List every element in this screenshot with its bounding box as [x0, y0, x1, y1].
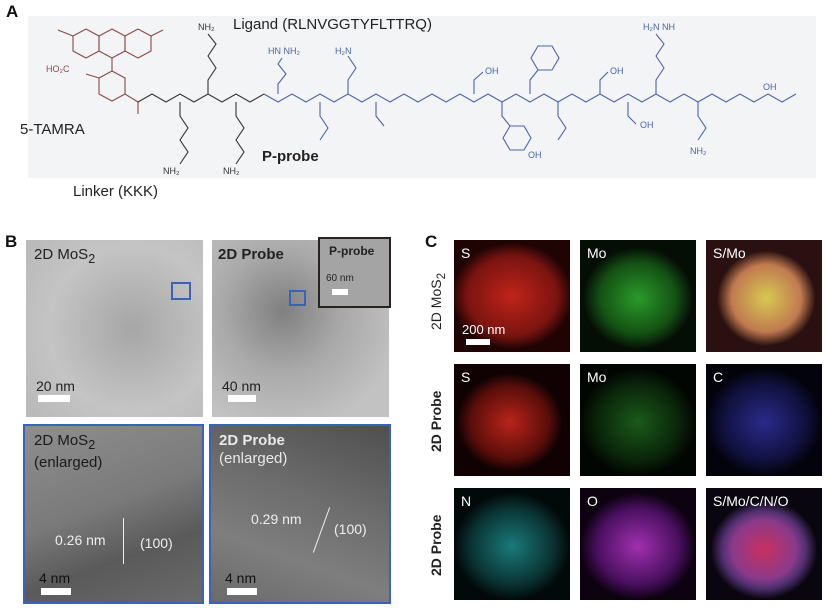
dye-label: 5-TAMRA: [20, 121, 85, 138]
element-label: Mo: [587, 369, 607, 385]
eds-map-n: N: [454, 488, 570, 600]
svg-text:OH: OH: [763, 82, 777, 92]
chemical-structure-panel: NH₂ NH₂ NH₂ HN NH₂ H₂N OH OH OH OH H₂N N…: [28, 16, 816, 178]
svg-text:OH: OH: [485, 66, 499, 76]
zoom-region-box: [171, 282, 191, 300]
inset-title: P-probe: [329, 244, 375, 258]
plane-label: (100): [140, 535, 173, 551]
scale-bar: [227, 588, 257, 595]
svg-text:NH₂: NH₂: [223, 166, 240, 176]
svg-text:H₂N NH: H₂N NH: [643, 22, 675, 32]
svg-text:NH₂: NH₂: [690, 146, 707, 156]
row-label-probe: 2D Probe: [428, 390, 444, 452]
lattice-marker: [123, 518, 124, 564]
scale-label: 20 nm: [36, 378, 75, 394]
scale-bar: [38, 395, 70, 402]
svg-text:HN NH₂: HN NH₂: [268, 46, 300, 56]
element-label: N: [461, 493, 472, 509]
hrtem-image-probe: 2D Probe (enlarged) 0.29 nm (100) 4 nm: [209, 424, 391, 604]
eds-map-all-overlay: S/Mo/C/N/O: [706, 488, 822, 600]
lattice-spacing-label: 0.26 nm: [55, 532, 106, 548]
row-label-mos2: 2D MoS2: [428, 272, 448, 330]
scale-bar: [332, 289, 348, 295]
scale-label: 4 nm: [225, 570, 257, 586]
element-label: S: [461, 369, 471, 385]
eds-map-c: C: [706, 364, 822, 476]
tem-image-mos2: 2D MoS2 20 nm: [26, 240, 203, 417]
svg-text:HO₂C: HO₂C: [46, 64, 70, 74]
scale-label: 200 nm: [462, 322, 506, 337]
element-label: C: [713, 369, 724, 385]
inset-scale-label: 60 nm: [326, 273, 354, 284]
eds-map-s: S: [454, 364, 570, 476]
scale-bar: [41, 588, 71, 595]
zoom-region-box: [289, 290, 306, 306]
svg-text:OH: OH: [610, 66, 624, 76]
svg-text:H₂N: H₂N: [335, 46, 352, 56]
lattice-spacing-label: 0.29 nm: [251, 511, 302, 527]
eds-map-s-mo-overlay: S/Mo: [706, 240, 822, 352]
element-label: S: [461, 245, 471, 261]
eds-map-mo: Mo: [580, 364, 696, 476]
hrtem-image-mos2: 2D MoS2 (enlarged) 0.26 nm (100) 4 nm: [23, 424, 204, 604]
svg-text:NH₂: NH₂: [198, 22, 215, 32]
panel-b-label: B: [5, 232, 18, 251]
probe-label: P-probe: [262, 148, 319, 165]
svg-text:OH: OH: [528, 150, 542, 160]
scale-bar: [228, 395, 256, 402]
element-label: S/Mo: [713, 245, 746, 261]
image-title: 2D Probe (enlarged): [219, 432, 288, 467]
element-label: Mo: [587, 245, 607, 261]
ligand-label: Ligand (RLNVGGTYFLTTRQ): [233, 16, 432, 33]
eds-map-o: O: [580, 488, 696, 600]
eds-map-mo: Mo: [580, 240, 696, 352]
scale-bar: [466, 339, 490, 345]
image-title: 2D MoS2: [34, 246, 96, 266]
peptide-structure-drawing: NH₂ NH₂ NH₂ HN NH₂ H₂N OH OH OH OH H₂N N…: [46, 22, 797, 176]
image-title: 2D Probe: [218, 246, 284, 263]
plane-label: (100): [334, 521, 367, 537]
element-label: S/Mo/C/N/O: [713, 493, 789, 509]
panel-a-label: A: [6, 2, 19, 21]
element-label: O: [587, 493, 598, 509]
linker-label: Linker (KKK): [73, 183, 159, 200]
svg-text:OH: OH: [640, 120, 654, 130]
tamra-structure: [57, 28, 164, 114]
inset-image-p-probe: P-probe 60 nm: [318, 237, 391, 308]
panel-c-label: C: [425, 232, 438, 251]
scale-label: 40 nm: [222, 378, 261, 394]
lattice-marker: [312, 507, 331, 553]
image-title: 2D MoS2 (enlarged): [34, 432, 103, 471]
row-label-probe: 2D Probe: [428, 514, 444, 576]
svg-text:NH₂: NH₂: [163, 166, 180, 176]
eds-map-s: S 200 nm: [454, 240, 570, 352]
scale-label: 4 nm: [39, 570, 71, 586]
